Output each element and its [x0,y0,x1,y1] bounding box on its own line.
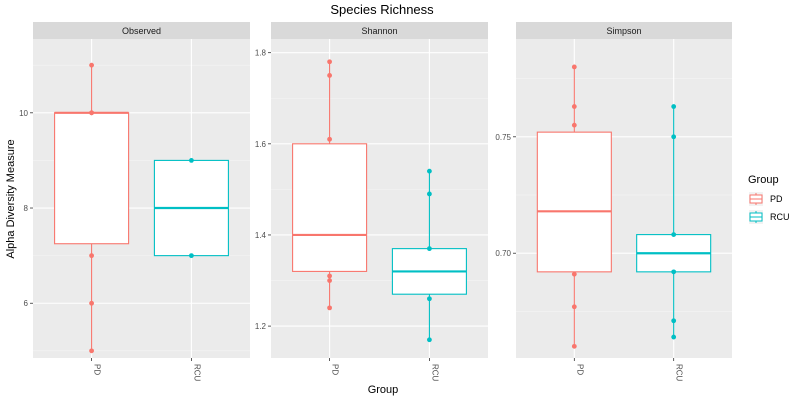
y-tick-label: 10 [19,109,28,118]
data-point [671,134,677,140]
x-tick-label: PD [331,364,340,375]
data-point [327,73,332,78]
legend-label: PD [770,194,783,204]
box-iqr [536,131,612,273]
facet-strip-label: Observed [122,26,161,36]
data-point [571,304,577,310]
data-point [89,253,94,259]
y-tick-label: 6 [24,299,29,308]
data-point [89,62,94,68]
data-point [327,305,332,311]
facet-panel-shannon: Shannon 1.2 1.4 1.6 1.8 PD RCU [255,22,488,382]
box-iqr [292,143,368,272]
data-point [571,104,577,109]
x-tick-label: RCU [675,364,684,382]
data-point [571,343,577,349]
data-point [327,59,332,65]
y-axis-label: Alpha Diversity Measure [5,139,17,258]
x-tick-label: PD [93,364,102,375]
x-axis-label: Group [368,384,399,396]
legend-label: RCU [770,212,790,222]
data-point [189,253,194,259]
legend-title: Group [748,174,779,186]
facet-strip-label: Shannon [361,26,397,36]
data-point [89,348,94,354]
data-point [671,318,677,324]
x-tick-label: RCU [430,364,439,382]
data-point [671,104,677,109]
data-point [89,300,94,306]
y-tick-label: 1.4 [255,231,267,240]
x-tick-label: RCU [192,364,201,382]
legend: Group PD RCU [748,174,790,224]
box-shannon-pd [292,59,368,311]
facet-strip-label: Simpson [606,26,641,36]
data-point [671,269,677,275]
box-shannon-rcu [391,168,467,343]
data-point [671,232,677,237]
y-tick-label: 1.6 [255,140,267,149]
facet-strip [271,22,488,39]
y-tick-label: 8 [24,204,29,213]
data-point [427,168,432,174]
facet-panel-observed: Observed 6 8 10 PD RCU [19,22,250,382]
box-iqr [54,112,130,245]
legend-entry-pd: PD [749,192,783,206]
y-tick-label: 0.70 [495,249,511,258]
data-point [427,246,432,252]
x-tick-label: PD [575,364,584,375]
data-point [571,64,577,70]
box-simpson-pd [536,64,612,349]
legend-entry-rcu: RCU [749,210,790,224]
data-point [327,136,332,142]
data-point [327,273,332,279]
box-simpson-rcu [636,104,712,340]
data-point [571,122,577,128]
data-point [427,337,432,343]
data-point [571,271,577,277]
data-point [89,110,94,116]
facet-strip [516,22,732,39]
y-tick-label: 0.75 [495,133,511,142]
box-observed-pd [54,62,130,354]
data-point [427,296,432,302]
y-tick-label: 1.2 [255,322,267,331]
data-point [427,191,432,197]
facet-panels: Observed 6 8 10 PD RCU Shannon 1.2 1.4 1.6 1.8 PD RC… [19,22,732,382]
box-observed-rcu [153,158,229,259]
facet-panel-simpson: Simpson 0.70 0.75 PD RCU [495,22,732,382]
data-point [671,334,677,340]
y-tick-label: 1.8 [255,49,267,58]
facet-strip [33,22,250,39]
data-point [189,158,194,163]
data-point [327,278,332,283]
chart-title: Species Richness [330,2,434,17]
